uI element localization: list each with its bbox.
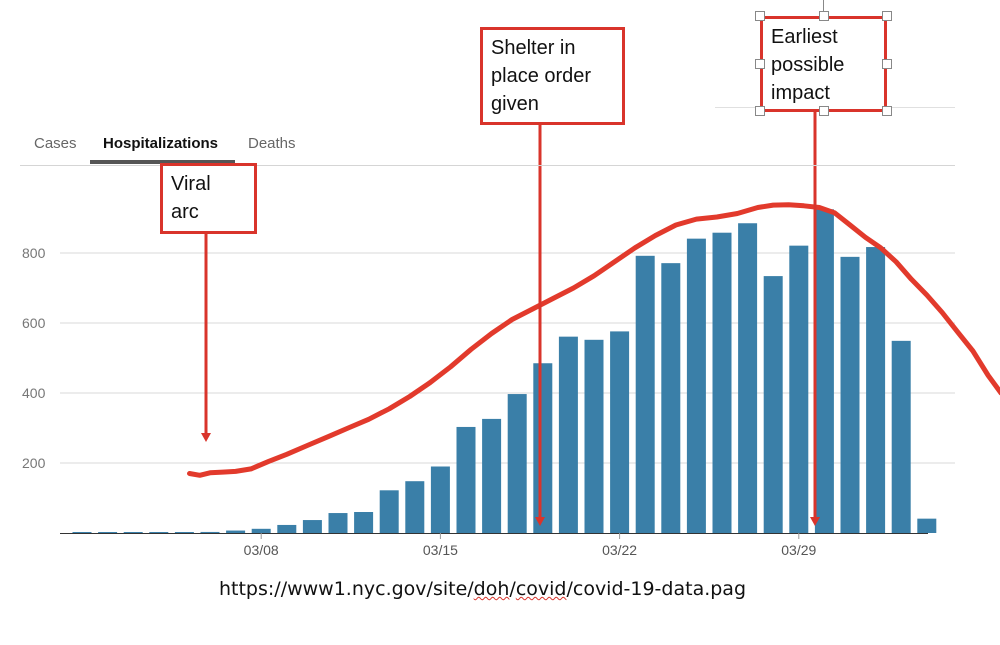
bar — [610, 331, 630, 533]
bar — [712, 232, 732, 533]
bar — [200, 531, 220, 533]
active-tab-indicator — [90, 160, 235, 164]
resize-handle[interactable] — [882, 106, 892, 116]
bar — [635, 255, 655, 534]
bar — [686, 238, 706, 533]
axis-labels: 200 400 600 800 03/08 03/15 03/22 03/29 — [22, 245, 817, 558]
viral-arc-callout: Viral arc — [160, 163, 257, 234]
viral-arc-overlay — [187, 202, 1000, 478]
callout-line: place order — [491, 65, 592, 87]
bar — [866, 247, 886, 534]
tab-deaths[interactable]: Deaths — [248, 135, 296, 152]
bar — [840, 256, 860, 533]
source-url[interactable]: https://www1.nyc.gov/site/doh/covid/covi… — [0, 578, 965, 600]
bar — [891, 340, 911, 533]
bar — [917, 518, 937, 533]
bar — [482, 418, 502, 533]
x-tick-label: 03/08 — [244, 542, 279, 558]
bar — [456, 426, 476, 533]
url-text: /covid-19-data.pag — [566, 578, 747, 600]
x-tick-label: 03/15 — [423, 542, 458, 558]
callout-line: arc — [171, 201, 199, 223]
earliest-impact-arrow-head — [810, 517, 820, 526]
bar — [661, 263, 681, 533]
bar — [328, 513, 348, 533]
callout-line: Viral — [171, 173, 211, 195]
y-tick-label: 800 — [22, 245, 46, 261]
bar — [814, 209, 834, 533]
callout-line: impact — [771, 82, 830, 104]
bar — [763, 276, 783, 533]
bar — [123, 532, 143, 533]
resize-handle[interactable] — [819, 11, 829, 21]
shelter-arrow-head — [535, 517, 545, 526]
bar — [738, 223, 758, 533]
bar — [72, 532, 92, 533]
bar — [174, 532, 194, 533]
url-text: doh — [473, 578, 510, 600]
resize-handle[interactable] — [755, 106, 765, 116]
bar — [507, 394, 527, 533]
viral-arc-arrow-head — [201, 433, 211, 442]
bar — [277, 524, 297, 533]
resize-handle[interactable] — [755, 11, 765, 21]
resize-handle[interactable] — [819, 106, 829, 116]
bar — [379, 490, 399, 533]
shelter-in-place-callout: Shelter in place order given — [480, 27, 625, 125]
x-tick-label: 03/22 — [602, 542, 637, 558]
annotation-arrows — [201, 112, 820, 526]
rotate-handle-stem — [823, 0, 824, 12]
bar — [354, 512, 374, 533]
x-tick-label: 03/29 — [781, 542, 816, 558]
y-tick-label: 400 — [22, 385, 46, 401]
url-text: / — [509, 578, 516, 600]
bar — [251, 528, 271, 533]
callout-line: possible — [771, 54, 845, 76]
resize-handle[interactable] — [882, 59, 892, 69]
url-text: covid — [515, 578, 567, 600]
bar — [558, 336, 578, 533]
bar — [430, 466, 450, 533]
viral-arc-line — [187, 202, 1000, 478]
y-tick-label: 600 — [22, 315, 46, 331]
bar — [584, 339, 604, 533]
resize-handle[interactable] — [882, 11, 892, 21]
bar — [533, 363, 553, 533]
callout-line: Earliest — [771, 26, 838, 48]
resize-handle[interactable] — [755, 59, 765, 69]
bars — [72, 209, 937, 534]
tab-hospitalizations[interactable]: Hospitalizations — [103, 135, 219, 152]
callout-line: given — [491, 93, 539, 115]
url-text: https://www1.nyc.gov/site/ — [218, 578, 474, 600]
callout-line: Shelter in — [491, 37, 576, 59]
tab-cases[interactable]: Cases — [34, 135, 77, 152]
bar — [149, 532, 169, 533]
y-tick-label: 200 — [22, 455, 46, 471]
bar — [405, 481, 425, 533]
bar — [789, 245, 809, 533]
bar — [98, 532, 118, 533]
metric-tabs: Cases Hospitalizations Deaths — [20, 125, 955, 166]
bar — [302, 520, 322, 533]
earliest-impact-callout[interactable]: Earliest possible impact — [760, 16, 887, 112]
bar — [226, 530, 246, 533]
